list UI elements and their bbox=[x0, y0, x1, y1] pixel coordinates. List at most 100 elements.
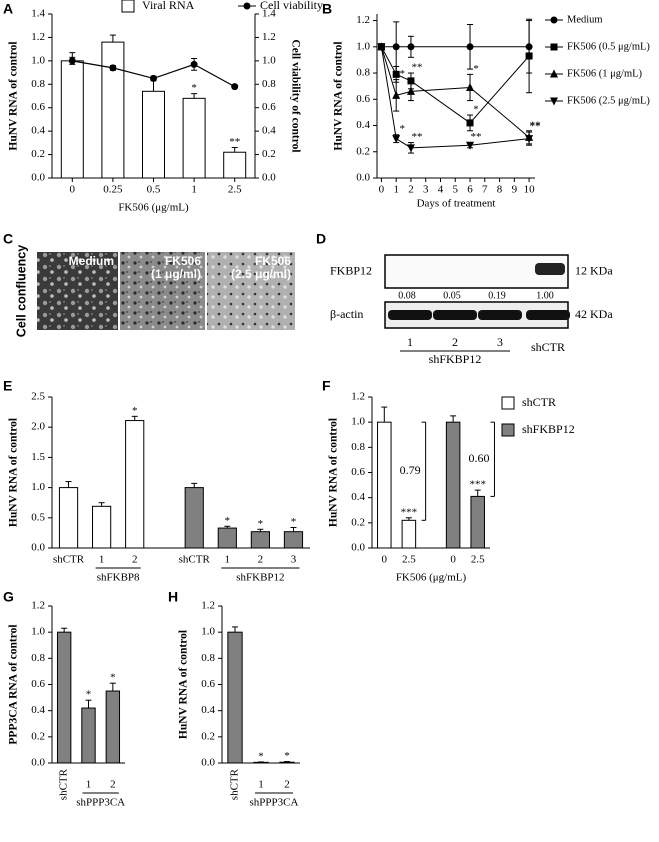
y-tick-label: 0.2 bbox=[351, 516, 365, 528]
x-tick-label: 2.5 bbox=[471, 554, 485, 566]
point bbox=[466, 119, 474, 127]
point bbox=[406, 144, 415, 153]
micrograph bbox=[120, 252, 205, 330]
significance: ** bbox=[229, 136, 240, 148]
y-tick-label: 2.5 bbox=[31, 391, 45, 403]
y-tick-label: 0.4 bbox=[31, 125, 45, 137]
line bbox=[380, 46, 530, 124]
x-tick-label: 1 bbox=[225, 554, 231, 566]
x-tick-label: 2 bbox=[258, 554, 264, 566]
significance: * bbox=[110, 672, 116, 684]
bar bbox=[445, 421, 461, 549]
y-axis-label: PPP3CA RNA of control bbox=[8, 624, 20, 744]
lane-label: shCTR bbox=[531, 340, 565, 354]
point bbox=[525, 52, 533, 60]
legend-label: FK506 (0.5 μg/mL) bbox=[567, 41, 650, 52]
y-axis-label: HuNV RNA of control bbox=[8, 418, 20, 527]
panel-letter: E bbox=[3, 378, 12, 394]
point bbox=[466, 141, 475, 150]
y-tick-label: 1.0 bbox=[351, 416, 365, 428]
y-tick-label: 0.8 bbox=[351, 441, 365, 453]
bar bbox=[92, 505, 112, 549]
panel-letter: F bbox=[322, 378, 331, 394]
x-tick-label: 0 bbox=[382, 554, 388, 566]
bar bbox=[81, 707, 96, 764]
quantification: 0.05 bbox=[443, 290, 461, 301]
quantification: 0.08 bbox=[398, 290, 416, 301]
y-tick-label: 1.2 bbox=[356, 14, 370, 26]
group-label: shPPP3CA bbox=[250, 797, 299, 809]
quantification: 0.19 bbox=[488, 290, 506, 301]
y-tick-label: 0.2 bbox=[31, 148, 45, 160]
x-tick-label: 0.5 bbox=[147, 184, 161, 196]
significance: * bbox=[291, 516, 297, 528]
legend-label: Medium bbox=[567, 14, 603, 25]
y-tick-label: 0.0 bbox=[356, 172, 370, 184]
y-tick-label: 1.2 bbox=[262, 31, 276, 43]
legend-marker bbox=[550, 43, 558, 51]
bar bbox=[56, 631, 72, 764]
legend-label: shCTR bbox=[522, 395, 556, 409]
significance: ** bbox=[530, 121, 541, 133]
y-tick-label: 1.0 bbox=[31, 481, 45, 493]
bar bbox=[182, 97, 206, 179]
bar bbox=[279, 761, 295, 764]
point bbox=[392, 90, 401, 99]
y-axis-label: HuNV RNA of control bbox=[333, 41, 345, 150]
legend-label: Viral RNA bbox=[142, 0, 195, 12]
blot-band bbox=[388, 310, 432, 320]
y-tick-label: 0.2 bbox=[356, 145, 370, 157]
y-tick-label: 0.2 bbox=[31, 730, 45, 742]
significance: ** bbox=[530, 119, 541, 131]
significance: *** bbox=[401, 506, 418, 518]
point bbox=[190, 60, 198, 68]
blot-size: 12 KDa bbox=[575, 263, 613, 277]
group-label: shPPP3CA bbox=[76, 797, 125, 809]
bar bbox=[250, 531, 270, 549]
x-tick-label: 2.5 bbox=[402, 554, 416, 566]
blot-band bbox=[535, 263, 565, 275]
y-tick-label: 0.0 bbox=[31, 757, 45, 769]
bar bbox=[101, 41, 125, 179]
lane-label: 1 bbox=[407, 335, 413, 349]
x-tick-label: 3 bbox=[423, 184, 429, 196]
quantification: 1.00 bbox=[536, 290, 554, 301]
legend-marker bbox=[550, 97, 558, 106]
legend-label: FK506 (1 μg/mL) bbox=[567, 68, 643, 79]
point bbox=[109, 64, 117, 72]
y-tick-label: 0.4 bbox=[31, 704, 45, 716]
point bbox=[407, 43, 415, 51]
y-tick-label: 0.4 bbox=[262, 125, 276, 137]
micrograph-label: FK506 bbox=[165, 254, 201, 268]
x-tick-label: shCTR bbox=[179, 554, 211, 566]
y-tick-label: 0.8 bbox=[356, 67, 370, 79]
point bbox=[68, 57, 76, 65]
micrograph-label: (1 μg/ml) bbox=[151, 267, 201, 281]
y-axis-label: HuNV RNA of control bbox=[328, 418, 340, 527]
significance: *** bbox=[469, 479, 486, 491]
x-tick-label: shCTR bbox=[58, 768, 70, 800]
significance: * bbox=[284, 750, 290, 762]
y-tick-label: 0.5 bbox=[31, 511, 45, 523]
y-axis-label: HuNV RNA of control bbox=[8, 41, 20, 150]
x-axis-label: FK506 (μg/mL) bbox=[396, 572, 467, 584]
x-tick-label: 1 bbox=[99, 554, 105, 566]
x-tick-label: 7 bbox=[482, 184, 488, 196]
y-tick-label: 1.0 bbox=[31, 626, 45, 638]
y-tick-label: 2.0 bbox=[31, 421, 45, 433]
y-tick-label: 1.2 bbox=[31, 600, 45, 612]
point bbox=[392, 43, 400, 51]
point bbox=[466, 82, 475, 91]
y-tick-label: 0.0 bbox=[31, 542, 45, 554]
x-tick-label: 2 bbox=[132, 554, 138, 566]
legend-swatch bbox=[501, 396, 515, 410]
group-label: shFKBP12 bbox=[236, 572, 284, 584]
x-tick-label: 1 bbox=[258, 779, 264, 791]
point bbox=[392, 135, 401, 144]
y-tick-label: 1.5 bbox=[31, 451, 45, 463]
x-tick-label: 2.5 bbox=[228, 184, 242, 196]
y-tick-label: 0.0 bbox=[262, 172, 276, 184]
x-tick-label: shCTR bbox=[229, 768, 241, 800]
significance: * bbox=[399, 68, 405, 80]
group-label: shFKBP8 bbox=[97, 572, 140, 584]
